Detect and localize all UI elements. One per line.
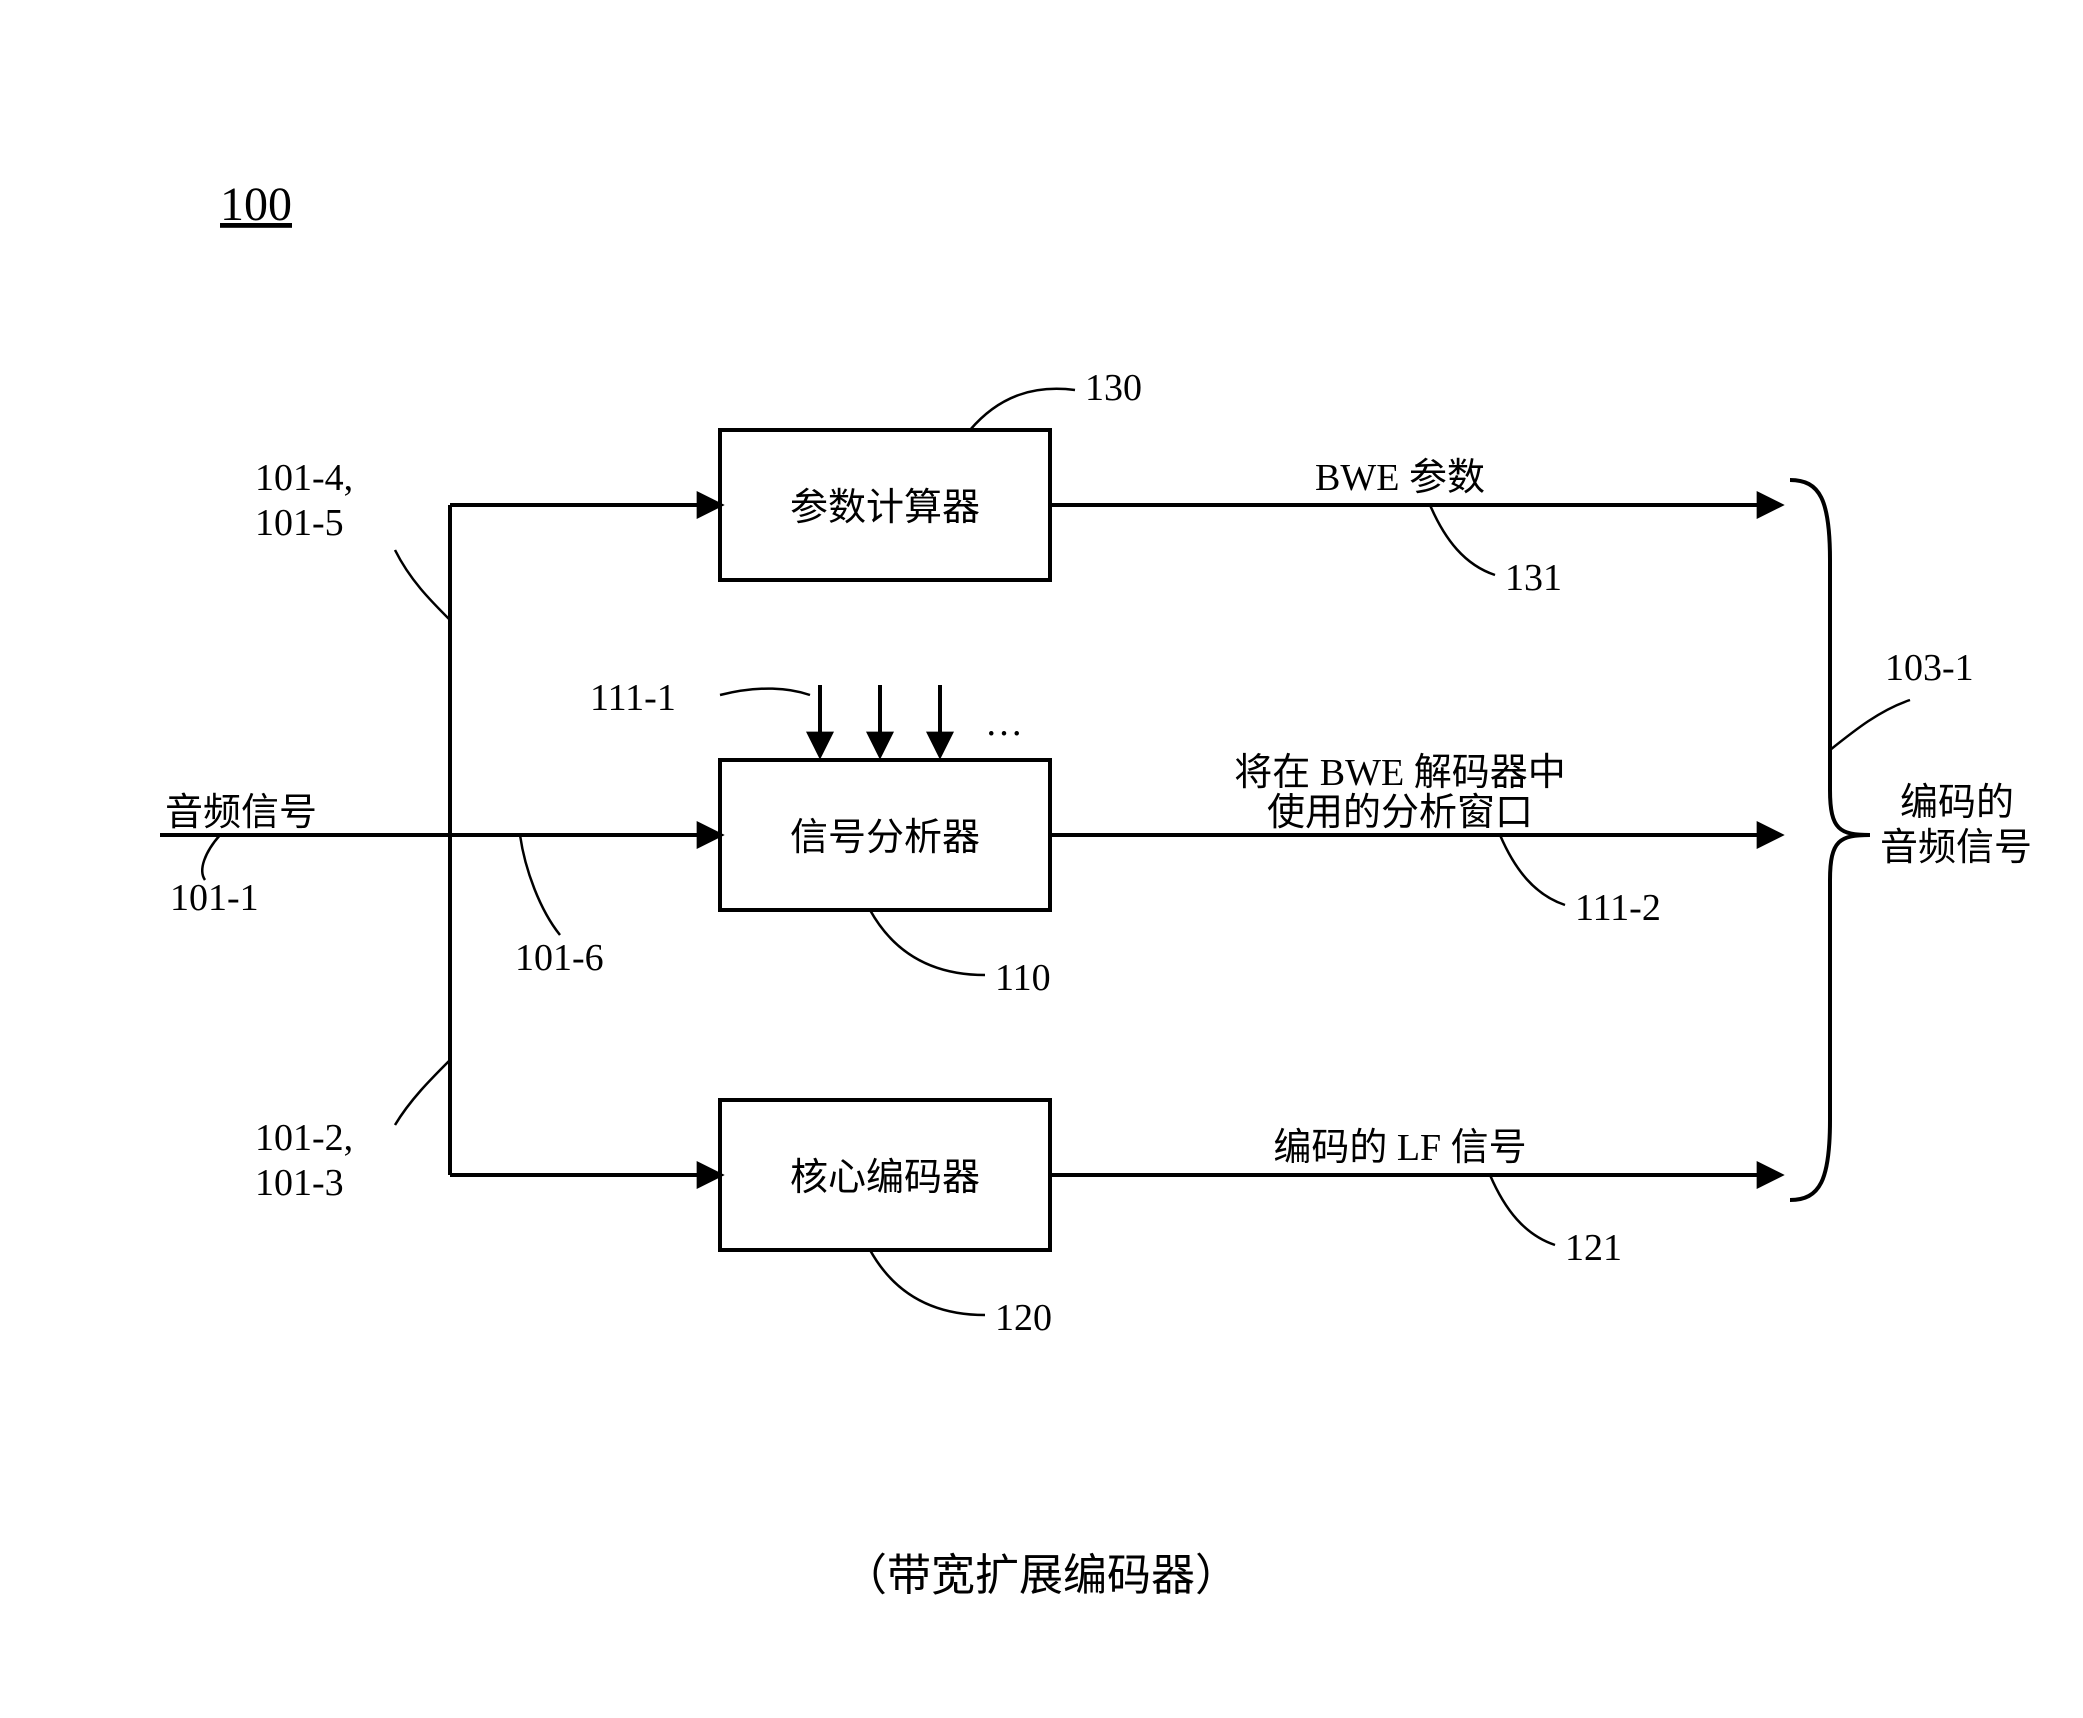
- ref-101-6: 101-6: [515, 937, 604, 979]
- block-core-encoder: 核心编码器: [720, 1100, 1050, 1250]
- leader-ref-130: [970, 389, 1075, 430]
- ref-130: 130: [1085, 367, 1142, 409]
- ref-101-4: 101-4,: [255, 457, 353, 499]
- ref-101-1: 101-1: [170, 877, 259, 919]
- ref-121: 121: [1565, 1227, 1622, 1269]
- label-analysis-window-l2: 使用的分析窗口: [1267, 792, 1533, 834]
- block-signal-analyzer: 信号分析器: [720, 760, 1050, 910]
- output-label-l1: 编码的: [1900, 782, 2014, 824]
- leader-ref-101-2-3: [395, 1060, 450, 1125]
- leader-ref-111-1: [720, 689, 810, 695]
- ref-101-3: 101-3: [255, 1162, 344, 1204]
- input-label: 音频信号: [165, 792, 317, 834]
- ref-110: 110: [995, 957, 1051, 999]
- leader-ref-121: [1490, 1175, 1555, 1245]
- leader-ref-110: [870, 910, 985, 975]
- ref-101-5: 101-5: [255, 502, 344, 544]
- label-encoded-lf: 编码的 LF 信号: [1273, 1127, 1526, 1169]
- leader-ref-101-4-5: [395, 550, 450, 620]
- output-brace: [1790, 480, 1870, 1200]
- block-signal-analyzer-label: 信号分析器: [790, 817, 980, 859]
- ref-131: 131: [1505, 557, 1562, 599]
- diagram-caption: （带宽扩展编码器）: [843, 1551, 1239, 1600]
- leader-ref-131: [1430, 505, 1495, 575]
- block-parameter-calculator: 参数计算器: [720, 430, 1050, 580]
- figure-number: 100: [220, 178, 292, 231]
- block-parameter-calculator-label: 参数计算器: [790, 487, 980, 529]
- label-analysis-window-l1: 将在 BWE 解码器中: [1234, 752, 1565, 794]
- ref-111-2: 111-2: [1575, 887, 1661, 929]
- leader-ref-103-1: [1830, 700, 1910, 750]
- ref-103-1: 103-1: [1885, 647, 1974, 689]
- output-label-l2: 音频信号: [1880, 827, 2032, 869]
- ref-120: 120: [995, 1297, 1052, 1339]
- ref-101-2: 101-2,: [255, 1117, 353, 1159]
- leader-ref-111-2: [1500, 835, 1565, 905]
- ref-111-1: 111-1: [590, 677, 676, 719]
- leader-ref-101-6: [520, 835, 560, 935]
- analyzer-in-ellipsis: …: [985, 702, 1023, 744]
- leader-ref-101-1: [202, 835, 220, 880]
- label-bwe-params: BWE 参数: [1315, 457, 1485, 499]
- block-core-encoder-label: 核心编码器: [790, 1157, 980, 1199]
- leader-ref-120: [870, 1250, 985, 1315]
